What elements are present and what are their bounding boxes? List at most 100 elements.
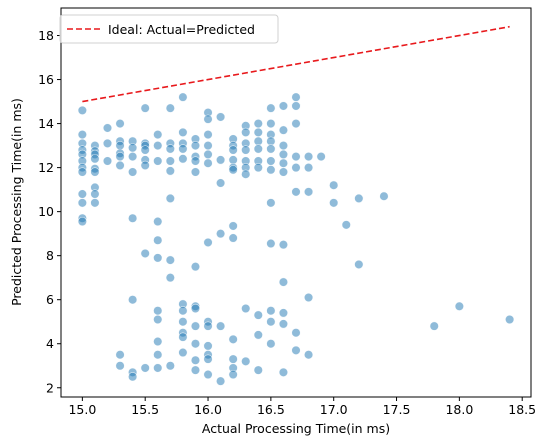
data-point (266, 118, 276, 129)
data-point (115, 361, 125, 371)
data-point (454, 301, 464, 311)
data-point (228, 334, 238, 344)
data-point (115, 160, 125, 171)
data-point (77, 167, 87, 177)
data-point (153, 350, 163, 360)
data-point (140, 145, 150, 155)
data-point (291, 152, 301, 162)
data-point (278, 140, 289, 151)
data-point (90, 167, 100, 177)
data-point (203, 369, 213, 380)
y-tick-label: 18 (38, 28, 54, 43)
y-tick-label: 2 (46, 380, 54, 395)
data-point (278, 277, 289, 287)
data-point (153, 306, 163, 316)
data-point (165, 361, 175, 371)
data-point (102, 138, 113, 148)
data-point (203, 140, 213, 151)
data-point (241, 169, 251, 179)
y-tick-label: 16 (38, 72, 54, 87)
data-point (429, 321, 439, 331)
data-point (266, 156, 276, 166)
data-point (266, 198, 276, 208)
data-point (329, 180, 339, 190)
data-point (165, 193, 175, 204)
data-point (128, 295, 138, 305)
data-point (241, 356, 251, 366)
data-point (228, 369, 238, 380)
data-point (228, 354, 238, 364)
data-point (153, 156, 163, 166)
data-point (90, 189, 100, 199)
data-point (190, 355, 201, 365)
data-point (266, 103, 276, 113)
data-point (90, 154, 100, 164)
x-axis-ticks: 15.0 15.5 16.0 16.5 17.0 17.5 18.0 18.5 (68, 397, 536, 417)
data-point (266, 144, 276, 154)
y-tick-label: 6 (46, 292, 54, 307)
data-point (153, 253, 163, 263)
data-point (278, 167, 289, 177)
data-point (266, 317, 276, 327)
data-point (128, 152, 138, 162)
data-point (128, 372, 138, 382)
data-point (178, 127, 188, 137)
x-tick-label: 16.0 (194, 402, 222, 417)
data-point (291, 163, 301, 173)
data-point (354, 193, 364, 204)
data-point (216, 376, 226, 386)
data-point (190, 321, 201, 331)
data-point (291, 345, 301, 355)
data-point (190, 156, 201, 166)
data-point (203, 129, 213, 140)
x-tick-label: 18.0 (445, 402, 473, 417)
data-point (329, 198, 339, 208)
data-point (253, 365, 263, 375)
data-point (203, 354, 213, 364)
data-point (253, 136, 263, 146)
data-point (165, 144, 175, 154)
data-point (266, 238, 276, 249)
data-points (77, 92, 515, 386)
y-axis-label: Predicted Processing Time(in ms) (9, 98, 24, 306)
legend-entry-ideal: Ideal: Actual=Predicted (108, 22, 255, 37)
data-point (102, 156, 113, 166)
data-point (115, 118, 125, 129)
data-point (190, 339, 201, 349)
data-point (216, 321, 226, 331)
data-point (203, 158, 213, 168)
y-tick-label: 8 (46, 248, 54, 263)
data-point (316, 152, 326, 162)
ideal-line-layer (82, 25, 510, 103)
data-point (115, 140, 125, 151)
data-point (278, 308, 289, 318)
data-point (165, 255, 175, 265)
data-point (241, 127, 251, 137)
data-point (203, 114, 213, 124)
data-point (203, 237, 213, 248)
data-point (278, 125, 289, 135)
data-point (228, 145, 238, 155)
data-point (266, 339, 276, 349)
data-point (216, 155, 226, 165)
data-point (278, 367, 289, 377)
x-tick-label: 15.0 (68, 402, 96, 417)
x-tick-label: 17.5 (383, 402, 411, 417)
data-point (178, 92, 188, 102)
data-point (165, 166, 175, 176)
data-point (278, 158, 289, 168)
data-point (253, 330, 263, 340)
data-point (505, 314, 515, 325)
data-point (128, 213, 138, 223)
data-point (153, 216, 163, 227)
data-point (178, 332, 188, 342)
data-point (178, 317, 188, 327)
y-tick-label: 10 (38, 204, 54, 219)
data-point (303, 292, 314, 303)
data-point (178, 306, 188, 316)
data-point (178, 154, 188, 164)
axes-frame (60, 7, 532, 398)
y-tick-label: 14 (38, 116, 54, 131)
data-point (77, 189, 87, 199)
data-point (203, 341, 213, 351)
